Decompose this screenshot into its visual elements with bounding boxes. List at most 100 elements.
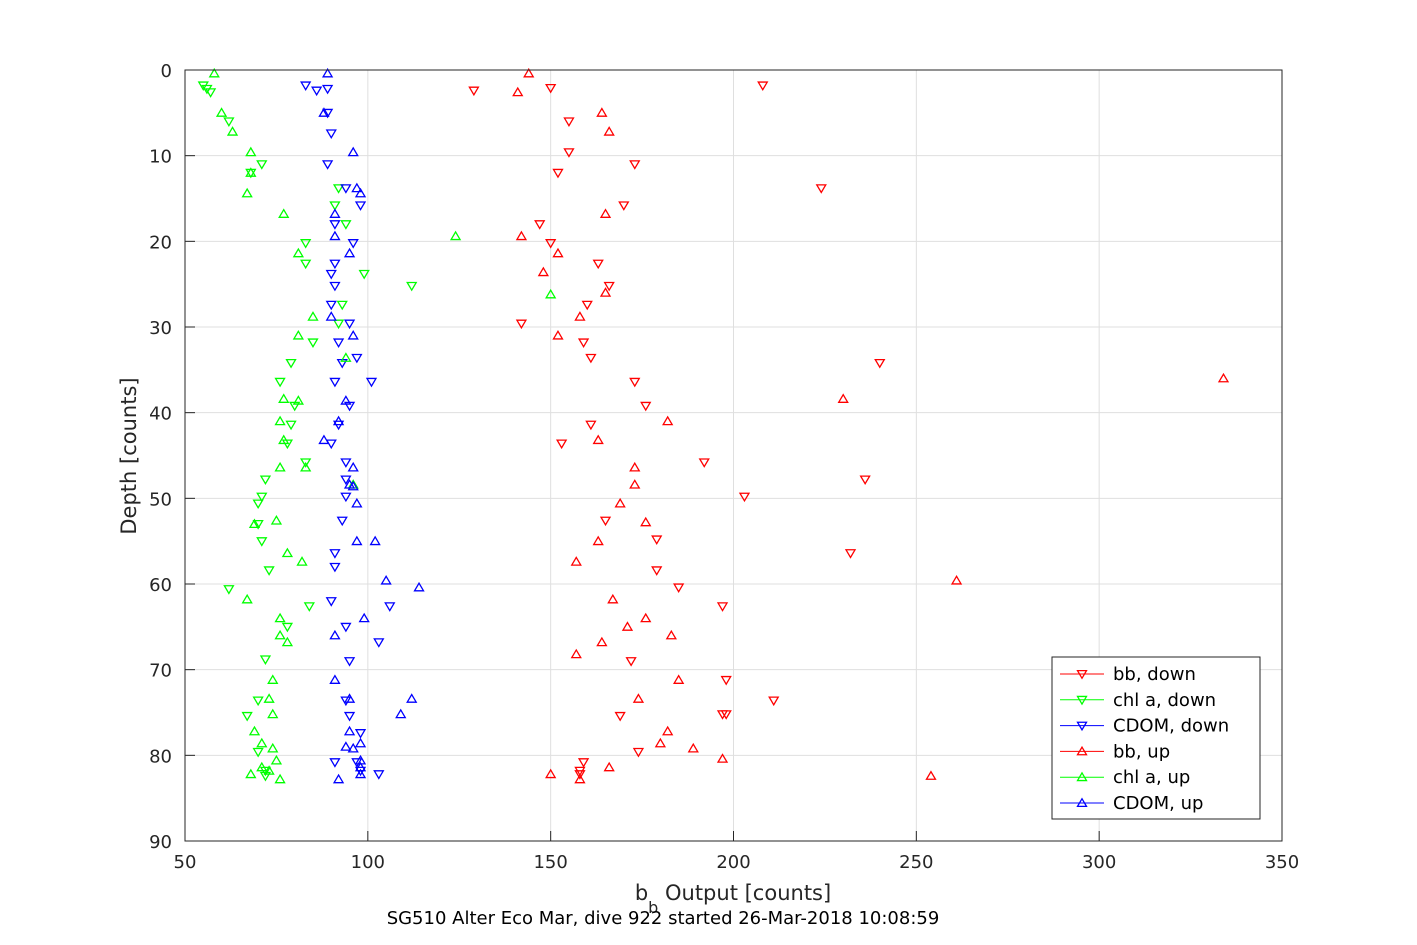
- y-tick-label: 70: [149, 661, 172, 682]
- point-cdom-down: [336, 516, 348, 527]
- point-bb-down: [556, 439, 568, 450]
- point-chl-a-up: [274, 612, 286, 623]
- point-chl-a-down: [358, 269, 370, 280]
- legend-marker: [1076, 771, 1088, 782]
- point-cdom-up: [347, 146, 359, 157]
- point-cdom-down: [332, 338, 345, 348]
- legend-label: bb, down: [1113, 664, 1196, 685]
- point-bb-up: [662, 725, 674, 736]
- series-chl-a-down: [197, 81, 418, 782]
- point-bb-down: [632, 747, 645, 758]
- y-tick-label: 50: [149, 489, 172, 510]
- y-tick-label: 10: [149, 147, 172, 168]
- point-bb-down: [720, 675, 732, 686]
- point-cdom-up: [321, 67, 334, 78]
- point-cdom-down: [321, 84, 334, 95]
- point-bb-up: [632, 693, 645, 703]
- point-bb-down: [585, 420, 597, 431]
- y-axis-label: Depth [counts]: [117, 377, 141, 534]
- point-bb-up: [603, 761, 615, 772]
- point-bb-up: [592, 434, 604, 445]
- point-chl-a-up: [278, 208, 290, 218]
- point-bb-down: [618, 201, 630, 211]
- point-bb-down: [563, 117, 575, 127]
- series-bb-up: [512, 67, 1230, 784]
- point-chl-a-up: [267, 674, 279, 684]
- legend-item-cdom-up: CDOM, up: [1060, 793, 1203, 814]
- point-cdom-down: [329, 377, 341, 388]
- point-cdom-down: [329, 549, 341, 559]
- point-bb-down: [629, 377, 641, 388]
- point-bb-up: [552, 330, 564, 340]
- point-chl-a-down: [259, 655, 272, 665]
- point-chl-a-up: [307, 311, 319, 321]
- point-bb-down: [757, 81, 769, 91]
- point-bb-down: [768, 696, 780, 707]
- point-chl-a-down: [307, 338, 319, 348]
- point-bb-up: [596, 107, 608, 117]
- point-cdom-up: [347, 330, 359, 340]
- point-bb-up: [950, 575, 963, 585]
- x-axis-label-subscript: b: [648, 898, 658, 917]
- point-chl-a-up: [449, 230, 462, 241]
- point-bb-up: [1217, 372, 1230, 383]
- point-chl-a-up: [215, 107, 228, 117]
- point-cdom-up: [351, 182, 363, 193]
- point-cdom-up: [329, 208, 341, 218]
- point-bb-up: [837, 393, 849, 403]
- point-cdom-down: [329, 259, 341, 270]
- point-chl-a-down: [252, 520, 264, 530]
- point-chl-a-up: [300, 461, 312, 472]
- point-cdom-down: [365, 377, 378, 388]
- point-chl-a-up: [274, 629, 286, 640]
- point-bb-up: [665, 629, 677, 640]
- point-chl-a-down: [336, 300, 348, 311]
- point-cdom-down: [325, 597, 337, 607]
- point-chl-a-up: [270, 754, 283, 765]
- legend-label: bb, up: [1113, 741, 1170, 762]
- legend-label: CDOM, down: [1113, 716, 1229, 737]
- point-bb-up: [592, 535, 604, 546]
- point-bb-down: [585, 353, 597, 364]
- point-cdom-up: [354, 768, 367, 779]
- point-cdom-down: [343, 657, 356, 667]
- point-chl-a-down: [332, 184, 345, 194]
- point-cdom-up: [395, 708, 407, 719]
- legend-label: chl a, up: [1113, 767, 1190, 788]
- point-cdom-up: [343, 693, 356, 703]
- point-cdom-down: [325, 129, 337, 139]
- point-bb-down: [629, 160, 641, 170]
- point-bb-down: [614, 711, 626, 722]
- point-cdom-down: [329, 562, 341, 573]
- point-cdom-up: [332, 415, 345, 426]
- point-cdom-up: [340, 395, 352, 405]
- point-bb-up: [599, 287, 612, 297]
- point-bb-down: [815, 184, 827, 194]
- point-chl-a-down: [241, 711, 253, 722]
- point-chl-a-up: [256, 737, 268, 748]
- point-chl-a-up: [267, 708, 279, 719]
- point-chl-a-down: [285, 358, 297, 369]
- point-chl-a-up: [226, 126, 239, 136]
- x-tick-label: 50: [174, 852, 197, 873]
- point-chl-a-down: [281, 622, 294, 633]
- point-bb-down: [581, 300, 593, 311]
- point-cdom-down: [343, 711, 356, 722]
- point-bb-down: [574, 770, 586, 780]
- point-bb-down: [698, 458, 710, 468]
- point-cdom-up: [347, 480, 359, 491]
- point-cdom-up: [343, 247, 356, 258]
- point-chl-a-up: [545, 288, 557, 299]
- point-bb-up: [570, 556, 582, 566]
- y-tick-label: 30: [149, 318, 172, 339]
- point-cdom-up: [329, 230, 341, 241]
- point-bb-up: [662, 415, 674, 426]
- point-bb-up: [640, 516, 652, 527]
- point-chl-a-up: [241, 187, 253, 198]
- point-cdom-down: [340, 458, 352, 468]
- point-bb-up: [574, 773, 586, 784]
- point-chl-a-down: [332, 319, 345, 330]
- point-chl-a-up: [281, 547, 294, 558]
- y-tick-label: 60: [149, 575, 172, 596]
- legend-marker: [1076, 721, 1088, 732]
